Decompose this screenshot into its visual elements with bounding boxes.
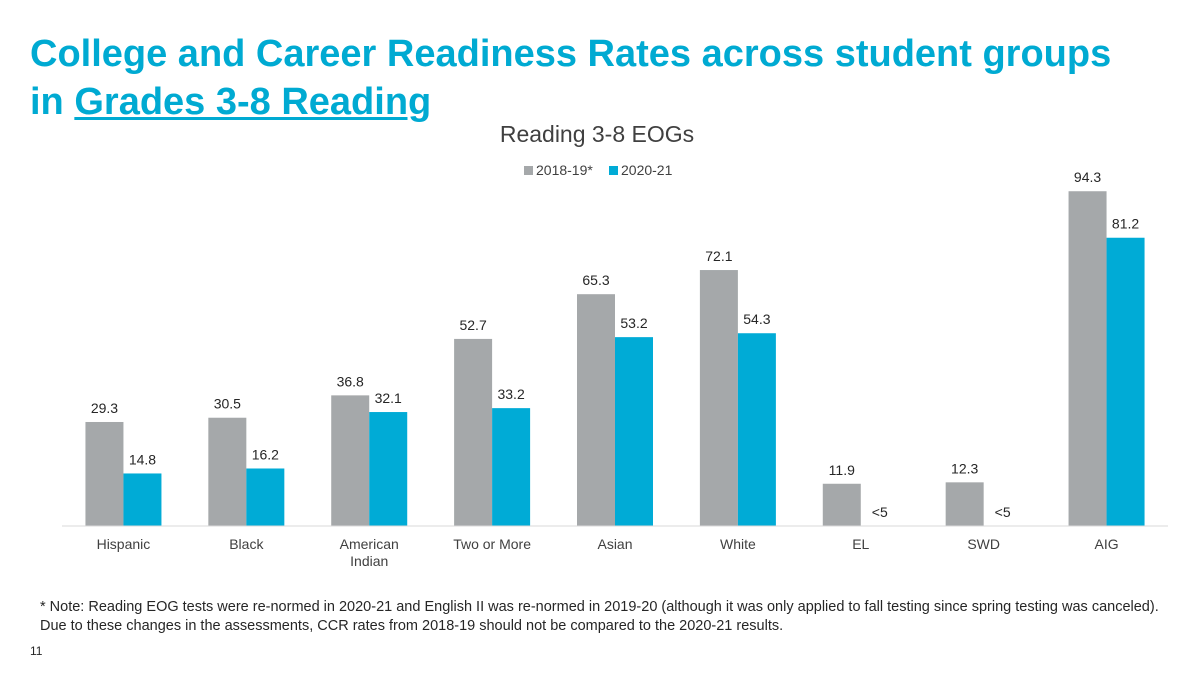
bar-2-4 [492, 408, 531, 526]
data-label-2-8: <5 [995, 504, 1011, 520]
bar-2-3 [369, 412, 408, 526]
bar-2-2 [246, 468, 285, 526]
bar-1-2 [208, 417, 247, 526]
legend-label-1: 2018-19* [536, 162, 593, 178]
bar-1-1 [85, 421, 124, 526]
bar-2-1 [123, 473, 162, 526]
category-label-4: Two or More [453, 536, 531, 552]
bar-2-6 [737, 333, 776, 526]
footnote: * Note: Reading EOG tests were re-normed… [40, 599, 1159, 634]
chart-title: Reading 3-8 EOGs [500, 121, 694, 147]
legend-swatch-1 [524, 166, 533, 175]
legend-label-2: 2020-21 [621, 162, 673, 178]
bar-chart: Reading 3-8 EOGs 2018-19* 2020-21 29.3 14.… [62, 121, 1168, 569]
title-link[interactable]: Grades 3-8 Reading [74, 81, 432, 123]
bar-1-8 [945, 482, 984, 526]
bar-1-6 [699, 270, 738, 526]
category-label-8: SWD [967, 536, 1000, 552]
data-label-2-4: 33.2 [497, 386, 524, 402]
data-label-1-4: 52.7 [459, 317, 486, 333]
category-label-6: White [720, 536, 756, 552]
data-label-1-2: 30.5 [214, 396, 241, 412]
data-label-2-7: <5 [872, 504, 888, 520]
data-label-1-1: 29.3 [91, 400, 118, 416]
data-label-2-2: 16.2 [252, 446, 279, 462]
bar-1-3 [331, 395, 370, 526]
bars-group: 29.3 14.8 30.5 16.2 36.8 32.1 52.7 33.2 65.3 53.2… [85, 169, 1145, 527]
category-label-2: Black [229, 536, 264, 552]
data-label-1-9: 94.3 [1074, 169, 1101, 185]
category-label-7: EL [852, 536, 869, 552]
title-in: in [30, 81, 64, 123]
data-label-1-6: 72.1 [705, 248, 732, 264]
bar-2-5 [615, 337, 653, 526]
data-label-2-6: 54.3 [743, 311, 770, 327]
category-labels: Hispanic Black American Indian Two or More As… [97, 536, 1119, 569]
category-label-9: AIG [1094, 536, 1118, 552]
chart-legend: 2018-19* 2020-21 [524, 162, 673, 178]
category-label-3: American Indian [340, 536, 399, 569]
data-label-2-9: 81.2 [1112, 216, 1139, 232]
data-label-1-5: 65.3 [582, 272, 609, 288]
data-label-2-1: 14.8 [129, 451, 156, 467]
data-label-2-5: 53.2 [620, 315, 647, 331]
data-label-1-7: 11.9 [829, 462, 855, 478]
bar-1-9 [1068, 191, 1107, 527]
legend-swatch-2 [609, 166, 618, 175]
bar-1-4 [454, 338, 493, 526]
bar-2-9 [1106, 237, 1145, 527]
data-label-1-3: 36.8 [337, 373, 364, 389]
category-label-5: Asian [597, 536, 632, 552]
slide-title: College and Career Readiness Rates acros… [30, 30, 1180, 126]
title-main: College and Career Readiness Rates acros… [30, 33, 1112, 75]
data-label-1-8: 12.3 [951, 460, 978, 476]
page-number: 11 [30, 644, 43, 658]
bar-1-7 [822, 483, 861, 526]
data-label-2-3: 32.1 [375, 390, 402, 406]
category-label-1: Hispanic [97, 536, 151, 552]
bar-1-5 [577, 294, 615, 526]
